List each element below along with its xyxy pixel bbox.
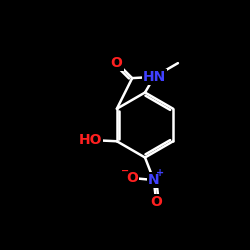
Text: O: O [126, 171, 138, 185]
Text: O: O [111, 56, 122, 70]
Text: N: N [148, 173, 160, 187]
Text: O: O [150, 195, 162, 209]
Text: −: − [122, 166, 130, 175]
Text: HO: HO [79, 133, 102, 147]
Text: HN: HN [142, 70, 166, 84]
Text: +: + [156, 168, 164, 177]
